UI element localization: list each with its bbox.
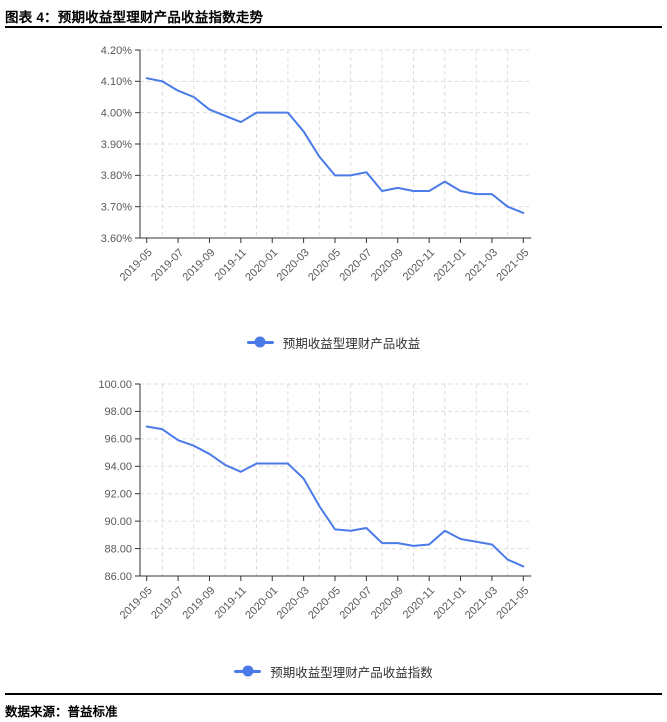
svg-text:2020-05: 2020-05: [306, 247, 343, 284]
svg-text:2021-01: 2021-01: [432, 585, 469, 622]
svg-text:86.00: 86.00: [104, 571, 132, 583]
gridlines: [140, 383, 532, 576]
legend-label: 预期收益型理财产品收益指数: [270, 665, 433, 680]
legend-line-dot-icon: [246, 340, 274, 344]
svg-text:2020-01: 2020-01: [243, 585, 280, 622]
svg-text:2019-05: 2019-05: [118, 247, 155, 284]
svg-text:2020-07: 2020-07: [337, 247, 374, 284]
svg-text:3.90%: 3.90%: [101, 139, 132, 151]
figure-title: 图表 4：预期收益型理财产品收益指数走势: [5, 10, 264, 25]
svg-text:2021-03: 2021-03: [463, 585, 500, 622]
svg-text:2020-05: 2020-05: [306, 585, 343, 622]
legend-yield-index[interactable]: 预期收益型理财产品收益指数: [0, 663, 667, 680]
axis-tick-labels: 4.20% 4.10% 4.00% 3.90% 3.80% 3.70% 3.60% 2019-…: [101, 45, 532, 284]
svg-text:4.00%: 4.00%: [101, 107, 132, 119]
svg-text:2020-01: 2020-01: [243, 247, 280, 284]
yield-rate-line-chart: 4.20% 4.10% 4.00% 3.90% 3.80% 3.70% 3.60% 2019-…: [101, 45, 532, 284]
footer-divider-line: [5, 693, 662, 695]
yield-index-line-chart: 100.00 98.00 96.00 94.00 92.00 90.00 88.00 86.0…: [98, 379, 532, 622]
svg-text:96.00: 96.00: [104, 434, 132, 446]
series-line: [145, 77, 525, 214]
svg-text:2021-05: 2021-05: [494, 585, 531, 622]
svg-text:92.00: 92.00: [104, 489, 132, 501]
svg-text:98.00: 98.00: [104, 406, 132, 418]
series-line: [145, 425, 525, 568]
svg-text:2019-05: 2019-05: [118, 585, 155, 622]
svg-text:2019-11: 2019-11: [213, 585, 249, 621]
legend-label: 预期收益型理财产品收益: [282, 336, 421, 351]
legend-line-dot-icon: [234, 669, 262, 673]
svg-text:2019-09: 2019-09: [181, 585, 218, 622]
svg-text:3.70%: 3.70%: [101, 201, 132, 213]
svg-text:2020-11: 2020-11: [401, 585, 437, 621]
svg-text:3.60%: 3.60%: [101, 233, 132, 245]
gridlines: [140, 49, 532, 238]
svg-text:2021-01: 2021-01: [432, 247, 469, 284]
svg-text:4.20%: 4.20%: [101, 45, 132, 57]
svg-text:2019-07: 2019-07: [149, 247, 186, 284]
legend-yield-rate[interactable]: 预期收益型理财产品收益: [0, 334, 667, 351]
svg-text:2020-07: 2020-07: [337, 585, 374, 622]
svg-text:2019-07: 2019-07: [149, 585, 186, 622]
svg-text:3.80%: 3.80%: [101, 170, 132, 182]
svg-text:94.00: 94.00: [104, 461, 132, 473]
svg-text:2021-03: 2021-03: [463, 247, 500, 284]
svg-text:2019-09: 2019-09: [181, 247, 218, 284]
svg-text:90.00: 90.00: [104, 516, 132, 528]
svg-text:2020-11: 2020-11: [401, 247, 437, 283]
svg-text:2020-09: 2020-09: [369, 585, 406, 622]
svg-text:88.00: 88.00: [104, 543, 132, 555]
svg-text:100.00: 100.00: [98, 379, 132, 391]
axes: [135, 383, 532, 581]
svg-text:2020-09: 2020-09: [369, 247, 406, 284]
svg-text:2021-05: 2021-05: [494, 247, 531, 284]
svg-text:4.10%: 4.10%: [101, 76, 132, 88]
svg-text:2020-03: 2020-03: [275, 585, 312, 622]
svg-text:2020-03: 2020-03: [275, 247, 312, 284]
title-divider-line: [5, 26, 662, 28]
data-source-note: 数据来源：普益标准: [5, 705, 118, 719]
svg-text:2019-11: 2019-11: [213, 247, 249, 283]
axes: [135, 49, 532, 243]
